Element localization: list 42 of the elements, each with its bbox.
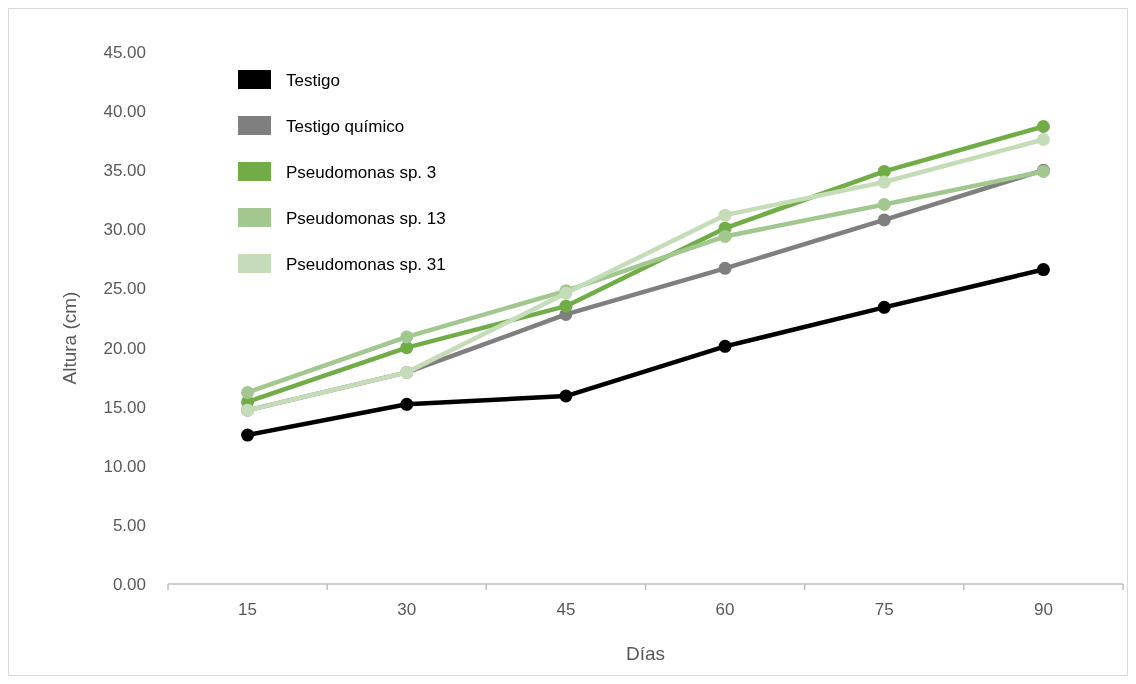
- point: [877, 175, 891, 189]
- y-tick-label: 20.00: [103, 338, 146, 358]
- x-tick-label: 15: [238, 600, 258, 619]
- point: [400, 397, 414, 411]
- y-tick-label: 5.00: [112, 515, 146, 535]
- point: [400, 341, 414, 355]
- x-tick-label: 30: [397, 600, 417, 619]
- point: [241, 428, 255, 442]
- point: [718, 261, 732, 275]
- y-axis-title: Altura (cm): [59, 291, 80, 385]
- point: [1036, 263, 1050, 277]
- y-tick-label: 35.00: [103, 161, 146, 181]
- y-tick-label: 10.00: [103, 456, 146, 476]
- legend-label: Pseudomonas sp. 31: [286, 254, 446, 274]
- point: [877, 213, 891, 227]
- y-tick-label: 45.00: [103, 42, 146, 62]
- point: [241, 385, 255, 399]
- point: [877, 300, 891, 314]
- y-tick-label: 15.00: [103, 397, 146, 417]
- point: [877, 198, 891, 212]
- point: [559, 299, 573, 313]
- y-tick-label: 40.00: [103, 102, 146, 122]
- y-tick-label: 0.00: [112, 574, 146, 594]
- legend-label: Pseudomonas sp. 13: [286, 208, 446, 228]
- point: [877, 164, 891, 178]
- x-tick-label: 75: [874, 600, 894, 619]
- point: [718, 339, 732, 353]
- legend-label: Testigo: [286, 70, 340, 90]
- y-tick-label: 30.00: [103, 220, 146, 240]
- point: [559, 389, 573, 403]
- point: [1036, 119, 1050, 133]
- point: [718, 229, 732, 243]
- y-tick-label: 25.00: [103, 279, 146, 299]
- legend-label: Pseudomonas sp. 3: [286, 162, 437, 182]
- point: [1036, 132, 1050, 146]
- point: [400, 330, 414, 344]
- legend-label: Testigo químico: [286, 116, 405, 136]
- x-axis-title: Días: [625, 643, 666, 664]
- x-tick-label: 60: [715, 600, 735, 619]
- x-tick-label: 90: [1033, 600, 1053, 619]
- point: [718, 208, 732, 222]
- x-tick-label: 45: [556, 600, 576, 619]
